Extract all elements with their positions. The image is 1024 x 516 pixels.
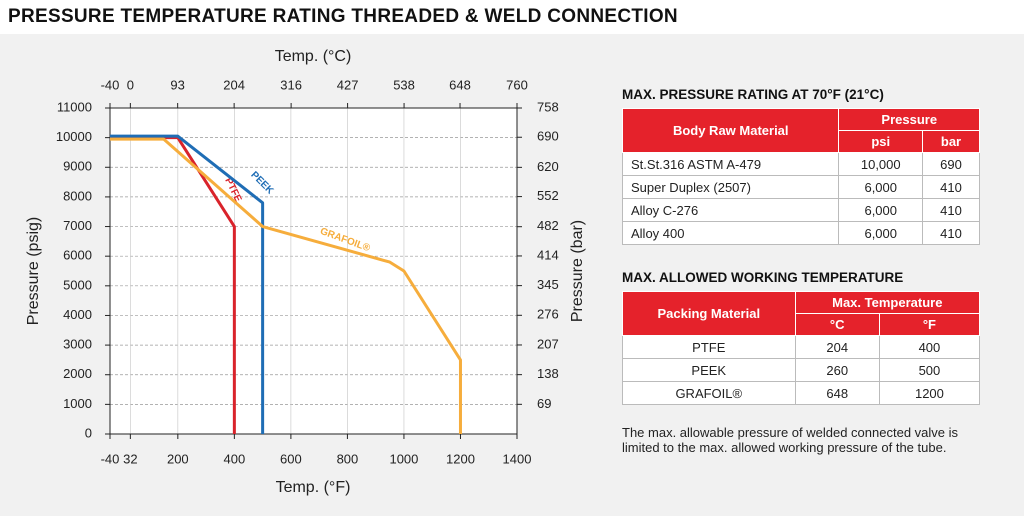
subheader-row: °C °F bbox=[623, 313, 981, 336]
plot-area bbox=[110, 108, 517, 434]
x-tick-label: 1200 bbox=[446, 451, 475, 466]
y2-tick-label: 620 bbox=[537, 159, 559, 174]
header-cell: Packing Material bbox=[622, 291, 796, 336]
x2-tick-label: 0 bbox=[127, 77, 134, 92]
table-cell: 410 bbox=[922, 221, 980, 245]
table-row: Alloy C-276 6,000 410 bbox=[621, 198, 980, 222]
y2-tick-label: 552 bbox=[537, 188, 559, 203]
subheader-cell: °C bbox=[794, 313, 880, 336]
y-tick-label: 7000 bbox=[63, 218, 92, 233]
y-tick-label: 0 bbox=[85, 425, 92, 440]
y-tick-label: 1000 bbox=[63, 396, 92, 411]
header-row: Packing Material Max. Temperature bbox=[622, 291, 981, 336]
y-tick-label: 3000 bbox=[63, 337, 92, 352]
y-tick-label: 11000 bbox=[57, 99, 92, 114]
table-cell: 410 bbox=[922, 198, 980, 222]
y2-tick-label: 138 bbox=[537, 366, 559, 381]
header-row: Body Raw Material Pressure bbox=[621, 108, 980, 153]
x-tick-label: 1000 bbox=[389, 451, 418, 466]
y-tick-label: 6000 bbox=[63, 248, 92, 263]
y-tick-label: 8000 bbox=[63, 188, 92, 203]
x-tick-label: 800 bbox=[337, 451, 359, 466]
table-cell: 6,000 bbox=[838, 175, 924, 199]
table-row: Super Duplex (2507) 6,000 410 bbox=[621, 175, 980, 199]
table-cell: 400 bbox=[878, 335, 981, 359]
y-tick-label: 9000 bbox=[63, 159, 92, 174]
y-tick-label: 4000 bbox=[63, 307, 92, 322]
subheader-cell: °F bbox=[878, 313, 981, 336]
y2-tick-label: 482 bbox=[537, 218, 559, 233]
table-row: St.St.316 ASTM A-479 10,000 690 bbox=[621, 152, 980, 176]
table-cell: PEEK bbox=[622, 358, 796, 382]
plot-frame bbox=[109, 107, 518, 435]
table-cell: 260 bbox=[794, 358, 880, 382]
table-title: MAX. PRESSURE RATING AT 70°F (21°C) bbox=[622, 87, 884, 102]
table-cell: GRAFOIL® bbox=[622, 381, 796, 405]
subheader-cell: bar bbox=[922, 130, 980, 153]
header-cell: Pressure bbox=[838, 108, 980, 131]
table-cell: 648 bbox=[794, 381, 880, 405]
table-cell: 10,000 bbox=[838, 152, 924, 176]
y-tick-label: 2000 bbox=[63, 366, 92, 381]
table-cell: St.St.316 ASTM A-479 bbox=[621, 152, 840, 176]
table-cell: Super Duplex (2507) bbox=[621, 175, 840, 199]
temperature-table: MAX. ALLOWED WORKING TEMPERATURE Packing … bbox=[622, 270, 981, 405]
table-cell: Alloy C-276 bbox=[621, 198, 840, 222]
table: Packing Material Max. Temperature °C °F PTFE… bbox=[622, 291, 981, 405]
x-axis-label: Temp. (°F) bbox=[276, 479, 351, 496]
note: The max. allowable pressure of welded co… bbox=[622, 425, 959, 455]
x2-tick-label: 427 bbox=[337, 77, 359, 92]
header-cell: Max. Temperature bbox=[794, 291, 981, 314]
x-tick-label: 200 bbox=[167, 451, 189, 466]
table-cell: 410 bbox=[922, 175, 980, 199]
table-row: Alloy 400 6,000 410 bbox=[621, 221, 980, 245]
table-cell: 6,000 bbox=[838, 198, 924, 222]
table-cell: 500 bbox=[878, 358, 981, 382]
x2-tick-label: 760 bbox=[506, 77, 528, 92]
y2-tick-label: 690 bbox=[537, 129, 559, 144]
x2-tick-label: -40 bbox=[101, 77, 120, 92]
x-tick-label: 32 bbox=[123, 451, 137, 466]
y-tick-label: 10000 bbox=[56, 129, 92, 144]
y2-tick-label: 758 bbox=[537, 99, 559, 114]
y-axis-label: Pressure (psig) bbox=[25, 217, 42, 325]
pressure-table: MAX. PRESSURE RATING AT 70°F (21°C) Body … bbox=[621, 87, 980, 245]
x-tick-label: 400 bbox=[224, 451, 246, 466]
y2-tick-label: 207 bbox=[537, 336, 559, 351]
x2-tick-label: 316 bbox=[280, 77, 302, 92]
subheader-row: psi bar bbox=[623, 130, 980, 153]
table-cell: 204 bbox=[794, 335, 880, 359]
table-row: PTFE 204 400 bbox=[622, 335, 981, 359]
table-cell: 690 bbox=[922, 152, 980, 176]
page-title: PRESSURE TEMPERATURE RATING THREADED & W… bbox=[8, 6, 678, 27]
y-tick-label: 5000 bbox=[63, 277, 92, 292]
x2-tick-label: 93 bbox=[170, 77, 184, 92]
chart: Temp. (°C) Temp. (°F) Pressure (psig) Pr… bbox=[25, 48, 586, 496]
x2-tick-label: 204 bbox=[223, 77, 245, 92]
table-title: MAX. ALLOWED WORKING TEMPERATURE bbox=[622, 270, 904, 285]
x-tick-label: -40 bbox=[101, 451, 120, 466]
table-row: PEEK 260 500 bbox=[622, 358, 981, 382]
header-cell: Body Raw Material bbox=[621, 108, 840, 153]
table-row: GRAFOIL® 648 1200 bbox=[622, 381, 981, 405]
x2-tick-label: 648 bbox=[449, 77, 471, 92]
table-cell: 1200 bbox=[878, 381, 981, 405]
series-line bbox=[110, 134, 265, 434]
x2-tick-label: 538 bbox=[393, 77, 415, 92]
y2-tick-label: 69 bbox=[537, 396, 551, 411]
x-tick-label: 1400 bbox=[503, 451, 532, 466]
y2-tick-label: 276 bbox=[537, 307, 559, 322]
table-cell: 6,000 bbox=[838, 221, 924, 245]
x-tick-label: 600 bbox=[280, 451, 302, 466]
y2-axis-label: Pressure (bar) bbox=[569, 220, 586, 322]
table: Body Raw Material Pressure psi bar St.St.316… bbox=[621, 108, 980, 245]
x2-axis-label: Temp. (°C) bbox=[275, 48, 352, 65]
y2-tick-label: 414 bbox=[537, 247, 559, 262]
series-line bbox=[110, 137, 462, 434]
table-cell: PTFE bbox=[622, 335, 796, 359]
subheader-cell: psi bbox=[838, 130, 924, 153]
y2-tick-label: 345 bbox=[537, 277, 559, 292]
table-cell: Alloy 400 bbox=[621, 221, 840, 245]
